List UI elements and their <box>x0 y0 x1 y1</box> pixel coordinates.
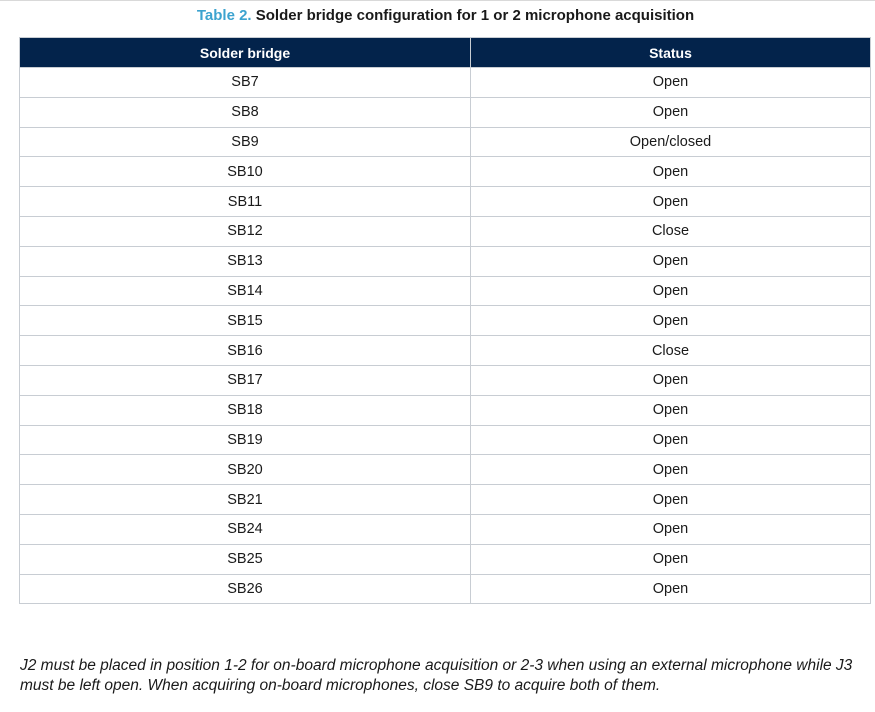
table-row: SB25 Open <box>19 543 871 575</box>
cell-status: Open <box>470 305 871 337</box>
cell-status: Open <box>470 67 871 98</box>
table-row: SB13 Open <box>19 245 871 277</box>
cell-solder-bridge: SB8 <box>19 96 471 128</box>
cell-solder-bridge: SB15 <box>19 305 471 337</box>
cell-solder-bridge: SB12 <box>19 215 471 247</box>
solder-bridge-table: Solder bridge Status SB7 Open SB8 Open SB9 Op… <box>19 37 871 605</box>
table-caption-number: Table 2. <box>196 7 252 24</box>
cell-status: Open <box>470 484 871 515</box>
cell-solder-bridge: SB25 <box>19 543 471 575</box>
table-row: SB11 Open <box>19 186 871 217</box>
cell-status: Open <box>470 424 871 456</box>
cell-solder-bridge: SB13 <box>19 245 471 277</box>
table-row: SB17 Open <box>19 364 871 396</box>
cell-status: Open <box>470 454 871 486</box>
table-row: SB18 Open <box>19 394 871 426</box>
cell-status: Open/closed <box>470 126 871 158</box>
table-row: SB14 Open <box>19 275 871 307</box>
table-caption-title: Solder bridge configuration for 1 or 2 m… <box>255 7 695 24</box>
cell-status: Open <box>470 275 871 307</box>
cell-solder-bridge: SB17 <box>19 364 471 396</box>
cell-solder-bridge: SB19 <box>19 424 471 456</box>
table-body: SB7 Open SB8 Open SB9 Open/closed SB10 Open SB11… <box>19 67 871 605</box>
cell-solder-bridge: SB16 <box>19 335 471 366</box>
table-row: SB8 Open <box>19 96 871 128</box>
cell-status: Open <box>470 364 871 396</box>
cell-status: Open <box>470 186 871 217</box>
table-row: SB15 Open <box>19 305 871 337</box>
cell-solder-bridge: SB24 <box>19 513 471 545</box>
column-header-status: Status <box>470 37 871 68</box>
table-row: SB10 Open <box>19 156 871 188</box>
table-row: SB20 Open <box>19 454 871 486</box>
cell-status: Open <box>470 543 871 575</box>
cell-solder-bridge: SB14 <box>19 275 471 307</box>
page-top-border <box>0 0 875 1</box>
table-header: Solder bridge Status <box>19 37 871 68</box>
cell-status: Open <box>470 573 871 605</box>
cell-solder-bridge: SB7 <box>19 67 471 98</box>
column-header-solder-bridge: Solder bridge <box>19 37 471 68</box>
cell-solder-bridge: SB18 <box>19 394 471 426</box>
cell-solder-bridge: SB20 <box>19 454 471 486</box>
cell-status: Open <box>470 394 871 426</box>
cell-solder-bridge: SB21 <box>19 484 471 515</box>
cell-status: Open <box>470 96 871 128</box>
table-row: SB7 Open <box>19 67 871 98</box>
table-row: SB24 Open <box>19 513 871 545</box>
table-row: SB19 Open <box>19 424 871 456</box>
cell-status: Close <box>470 335 871 366</box>
cell-solder-bridge: SB26 <box>19 573 471 605</box>
cell-status: Open <box>470 156 871 188</box>
table-row: SB26 Open <box>19 573 871 605</box>
cell-solder-bridge: SB9 <box>19 126 471 158</box>
cell-solder-bridge: SB10 <box>19 156 471 188</box>
table-row: SB21 Open <box>19 484 871 515</box>
table-header-row: Solder bridge Status <box>19 37 871 68</box>
cell-solder-bridge: SB11 <box>19 186 471 217</box>
table-caption: Table 2. Solder bridge configuration for… <box>0 7 875 24</box>
cell-status: Open <box>470 513 871 545</box>
cell-status: Open <box>470 245 871 277</box>
configuration-note: J2 must be placed in position 1-2 for on… <box>20 657 853 694</box>
table-row: SB12 Close <box>19 215 871 247</box>
table-row: SB16 Close <box>19 335 871 366</box>
cell-status: Close <box>470 215 871 247</box>
table-row: SB9 Open/closed <box>19 126 871 158</box>
